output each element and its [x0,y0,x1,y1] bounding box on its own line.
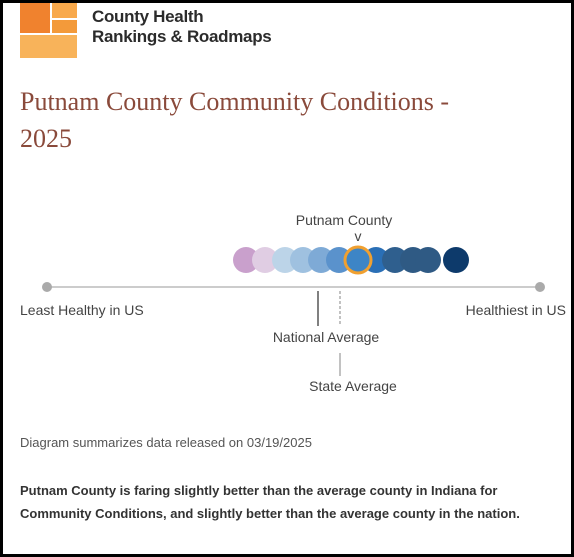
county-dots [233,245,469,275]
right-label: Healthiest in US [466,302,566,318]
summary: Putnam County is faring slightly better … [20,483,520,521]
county-label: Putnam County [296,212,393,228]
title-line: 2025 [20,124,72,153]
diagram: Putnam County v Least Healthy in US Heal… [20,3,566,394]
title: Putnam County Community Conditions - 202… [20,83,449,157]
left-label: Least Healthy in US [20,302,144,318]
scale-end [42,282,52,292]
note: Diagram summarizes data released on 03/1… [20,435,312,450]
national-label: National Average [273,329,380,345]
county-marker: v [355,228,362,244]
brand-line: Rankings & Roadmaps [92,27,272,46]
title-line: Putnam County Community Conditions - [20,87,450,116]
scale-end [535,282,545,292]
brand-line: County Health [92,7,204,26]
brand: County Health Rankings & Roadmaps [92,7,272,47]
logo [20,3,77,58]
putnam-dot [343,245,373,275]
state-label: State Average [309,378,397,394]
